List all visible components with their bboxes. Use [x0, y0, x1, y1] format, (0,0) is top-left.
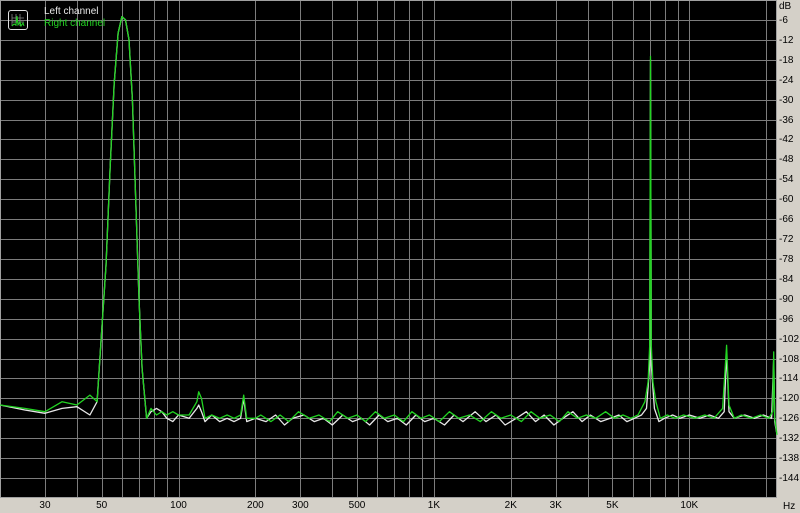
y-tick-label: -96: [779, 313, 794, 325]
spectrum-icon[interactable]: [8, 10, 28, 30]
x-tick-label: 10K: [680, 500, 699, 511]
x-tick-label: 30: [39, 500, 51, 511]
x-tick-label: 2K: [504, 500, 517, 511]
y-tick-label: -78: [779, 253, 794, 265]
x-tick-label: 5K: [606, 500, 619, 511]
x-tick-label: 100: [170, 500, 187, 511]
y-tick-label: -54: [779, 173, 794, 185]
x-axis-unit: Hz: [783, 501, 796, 512]
y-tick-label: -24: [779, 74, 794, 86]
legend-right-channel: Right channel: [44, 18, 106, 29]
y-tick-label: -126: [779, 412, 800, 424]
x-tick-label: 1K: [427, 500, 441, 511]
legend-left-channel: Left channel: [44, 6, 99, 17]
y-tick-label: -36: [779, 114, 794, 126]
legend: Left channel Right channel: [8, 6, 105, 30]
y-tick-label: -48: [779, 153, 794, 165]
x-tick-label: 3K: [549, 500, 562, 511]
x-tick-label: 500: [348, 500, 366, 511]
y-tick-label: -144: [779, 472, 800, 484]
y-tick-label: -120: [779, 392, 800, 404]
series-lines: [0, 15, 778, 436]
y-tick-label: -30: [779, 94, 794, 106]
y-tick-label: -108: [779, 353, 800, 365]
y-tick-label: -84: [779, 273, 794, 285]
y-tick-label: -138: [779, 452, 800, 464]
plot-border: [0, 0, 777, 498]
y-tick-label: -12: [779, 34, 794, 46]
y-tick-label: -66: [779, 213, 794, 225]
y-axis-unit: dB: [779, 1, 792, 12]
x-tick-label: 200: [247, 500, 264, 511]
plot-background: [0, 0, 777, 498]
y-tick-label: -6: [779, 14, 788, 26]
y-tick-label: -60: [779, 193, 794, 205]
y-tick-label: -18: [779, 54, 794, 66]
y-tick-label: -114: [779, 372, 799, 384]
series-line-right-channel: [0, 15, 778, 435]
y-tick-label: -42: [779, 133, 794, 145]
x-tick-label: 50: [96, 500, 108, 511]
x-tick-label: 300: [292, 500, 309, 511]
y-tick-label: -132: [779, 432, 800, 444]
y-tick-label: -72: [779, 233, 794, 245]
y-tick-label: -102: [779, 333, 800, 345]
y-tick-label: -90: [779, 293, 794, 305]
